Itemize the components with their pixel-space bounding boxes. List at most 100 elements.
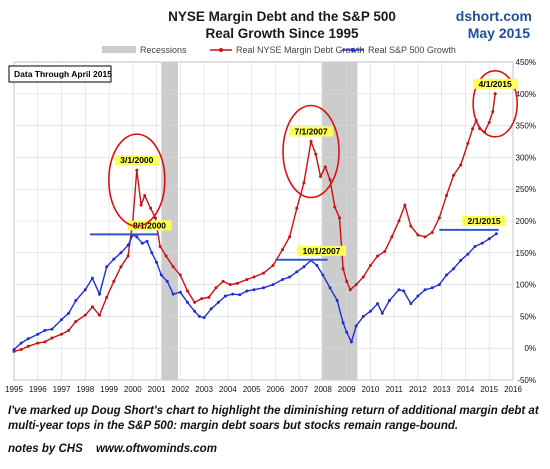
date-label: May 2015 (468, 25, 530, 41)
level-label-bg-2 (462, 215, 507, 226)
x-tick-label: 2002 (171, 385, 189, 394)
level-label-1: 10/1/2007 (303, 246, 341, 256)
data-point-margin (50, 336, 54, 340)
data-point-margin (471, 127, 475, 131)
y-tick-label: 100% (516, 281, 536, 290)
y-tick-label: 150% (516, 249, 536, 258)
data-point-margin (295, 206, 299, 210)
plot-area: -50% 0% 50% 100% 150% 200% 250% 300% 350% 400% 450… (5, 58, 536, 394)
data-point-sp500 (12, 347, 16, 351)
data-point-margin (185, 289, 189, 293)
data-point-margin (348, 288, 352, 292)
y-tick-label: 300% (516, 153, 536, 162)
data-point-margin (323, 165, 327, 169)
data-point-margin (67, 328, 71, 332)
data-point-sp500 (60, 318, 64, 322)
data-point-margin (158, 244, 162, 248)
data-point-margin (252, 275, 256, 279)
data-point-sp500 (487, 237, 491, 241)
data-point-sp500 (245, 289, 249, 293)
data-point-sp500 (315, 264, 319, 268)
brand-label: dshort.com (456, 8, 532, 24)
x-tick-label: 2010 (362, 385, 380, 394)
peak-circle-0 (108, 133, 166, 227)
data-point-sp500 (50, 327, 54, 331)
data-point-margin (493, 92, 497, 96)
data-point-margin (444, 194, 448, 198)
data-point-margin (153, 216, 157, 220)
data-point-sp500 (341, 321, 345, 325)
data-point-margin (193, 300, 197, 304)
data-point-sp500 (155, 260, 159, 264)
level-label-2: 2/1/2015 (467, 216, 500, 226)
data-point-margin (314, 152, 318, 156)
chart-title: NYSE Margin Debt and the S&P 500 (168, 9, 396, 24)
x-tick-label: 2016 (504, 385, 522, 394)
data-point-sp500 (112, 257, 116, 261)
data-point-margin (143, 194, 147, 198)
data-point-sp500 (397, 288, 401, 292)
data-point-margin (288, 235, 292, 239)
data-point-margin (383, 250, 387, 254)
data-point-margin (271, 264, 275, 268)
data-point-sp500 (165, 279, 169, 283)
x-tick-label: 2009 (338, 385, 356, 394)
data-point-margin (60, 332, 64, 336)
x-tick-label: 2000 (124, 385, 142, 394)
x-tick-label: 2004 (219, 385, 237, 394)
data-point-margin (112, 279, 116, 283)
peak-label-bg-2 (473, 78, 518, 89)
data-point-margin (319, 174, 323, 178)
x-tick-label: 2013 (433, 385, 451, 394)
data-point-sp500 (140, 241, 144, 245)
data-point-sp500 (444, 273, 448, 277)
data-point-margin (19, 347, 23, 351)
data-point-margin (214, 286, 218, 290)
data-point-sp500 (67, 311, 71, 315)
level-label-bg-0 (127, 220, 172, 231)
data-point-sp500 (480, 241, 484, 245)
legend-margin: Real NYSE Margin Debt Growth (236, 45, 365, 55)
data-point-sp500 (90, 276, 94, 280)
peak-label-1: 7/1/2007 (294, 127, 327, 137)
data-point-margin (171, 265, 175, 269)
series-line-margin (13, 93, 496, 353)
x-tick-label: 2008 (314, 385, 332, 394)
x-tick-label: 2007 (290, 385, 308, 394)
data-through-label: Data Through April 2015 (14, 69, 112, 79)
data-point-margin (164, 254, 168, 258)
y-tick-label: 200% (516, 217, 536, 226)
notes: notes by CHS www.oftwominds.com (8, 443, 227, 455)
data-point-margin (43, 340, 47, 344)
data-point-margin (376, 254, 380, 258)
data-point-margin (416, 233, 420, 237)
data-point-sp500 (193, 309, 197, 313)
x-tick-label: 2015 (480, 385, 498, 394)
data-point-margin (309, 140, 313, 143)
data-point-margin (333, 205, 337, 209)
data-point-margin (135, 168, 139, 172)
x-tick-label: 2001 (148, 385, 166, 394)
data-point-margin (459, 163, 463, 167)
peak-label-2: 4/1/2015 (479, 79, 512, 89)
data-point-margin (423, 235, 427, 239)
legend: Recessions Real NYSE Margin Debt Growth … (102, 45, 456, 55)
data-point-sp500 (43, 328, 47, 332)
data-point-sp500 (105, 265, 109, 269)
data-point-sp500 (202, 316, 206, 320)
x-tick-label: 1998 (76, 385, 94, 394)
data-point-margin (149, 206, 153, 210)
data-point-sp500 (423, 288, 427, 292)
y-tick-label: 450% (516, 58, 536, 67)
peak-circle-1 (282, 104, 340, 199)
data-point-sp500 (281, 278, 285, 282)
legend-sp500: Real S&P 500 Growth (368, 45, 456, 55)
level-label-bg-1 (297, 245, 347, 256)
data-point-margin (200, 297, 204, 301)
x-tick-label: 1999 (100, 385, 118, 394)
x-tick-label: 2005 (243, 385, 261, 394)
data-point-margin (119, 265, 123, 269)
data-point-sp500 (209, 307, 213, 311)
caption: I've marked up Doug Short's chart to hig… (8, 405, 539, 432)
data-point-margin (221, 279, 225, 283)
